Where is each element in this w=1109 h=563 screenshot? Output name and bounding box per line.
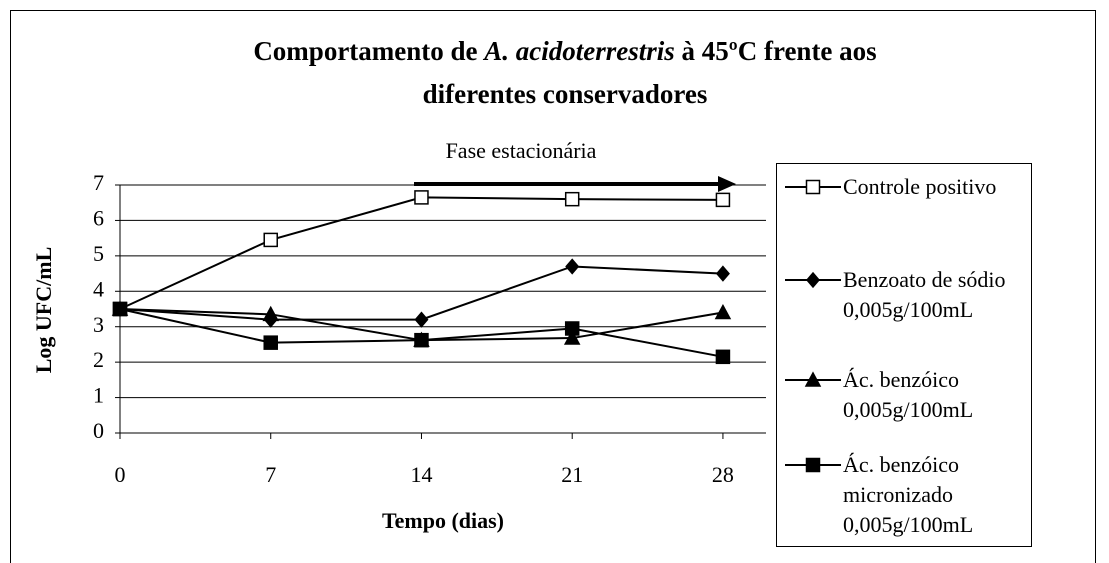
legend-swatch — [785, 179, 841, 195]
legend-marker — [805, 457, 821, 473]
y-tick-label: 5 — [93, 241, 104, 266]
point — [565, 258, 580, 275]
legend-label: Ác. benzóico 0,005g/100mL — [843, 367, 974, 422]
x-tick-label: 7 — [265, 462, 276, 487]
legend-entry: Ác. benzóico micronizado 0,005g/100mL — [783, 450, 1028, 540]
point — [263, 232, 278, 248]
legend-entry: Controle positivo — [783, 172, 1028, 202]
x-axis-label: Tempo (dias) — [382, 508, 504, 533]
point — [414, 332, 429, 348]
point — [414, 190, 429, 205]
y-tick-label: 7 — [93, 170, 104, 195]
title-part: Comportamento de — [253, 36, 478, 66]
title-part: diferentes conservadores — [422, 79, 708, 109]
annotation: Fase estacionária — [446, 138, 597, 163]
y-tick-label: 4 — [93, 276, 104, 301]
annotation-arrowhead — [718, 176, 736, 192]
point — [715, 192, 731, 208]
point — [263, 335, 278, 350]
point — [564, 321, 580, 336]
point — [715, 349, 731, 365]
legend-label: Controle positivo — [843, 174, 997, 199]
y-tick-label: 1 — [93, 383, 104, 408]
legend-marker — [804, 371, 822, 387]
legend-marker — [805, 179, 821, 195]
y-tick-label: 6 — [93, 205, 104, 230]
legend: Controle positivo Benzoato de sódio 0,005… — [776, 163, 1032, 547]
legend-label: Benzoato de sódio 0,005g/100mL — [843, 267, 1006, 322]
title-part: à 45ºC frente aos — [681, 36, 877, 66]
x-tick-label: 0 — [115, 462, 126, 487]
series-line — [119, 196, 723, 310]
y-tick-label: 3 — [93, 312, 104, 337]
point — [564, 191, 580, 207]
point — [715, 265, 730, 282]
x-tick-label: 14 — [410, 462, 432, 487]
y-tick-label: 0 — [93, 418, 104, 443]
point — [563, 329, 581, 345]
legend-marker — [806, 271, 820, 289]
legend-entry: Ác. benzóico 0,005g/100mL — [783, 365, 1028, 425]
point — [262, 305, 279, 322]
legend-label: Ác. benzóico micronizado 0,005g/100mL — [843, 452, 974, 537]
legend-swatch — [785, 371, 841, 387]
legend-swatch — [785, 271, 841, 289]
point — [714, 303, 732, 320]
legend-swatch — [785, 457, 841, 473]
x-tick-label: 21 — [561, 462, 583, 487]
legend-entry: Benzoato de sódio 0,005g/100mL — [783, 265, 1028, 325]
x-tick-label: 28 — [712, 462, 734, 487]
y-axis-label: Log UFC/mL — [31, 247, 56, 374]
title-part: A. acidoterrestris — [484, 36, 675, 66]
chart-border — [10, 10, 1096, 563]
point — [414, 311, 429, 328]
chart-title: Comportamento de A. acidoterrestris à 45… — [60, 30, 1070, 116]
y-tick-label: 2 — [93, 347, 104, 372]
point — [112, 301, 128, 317]
